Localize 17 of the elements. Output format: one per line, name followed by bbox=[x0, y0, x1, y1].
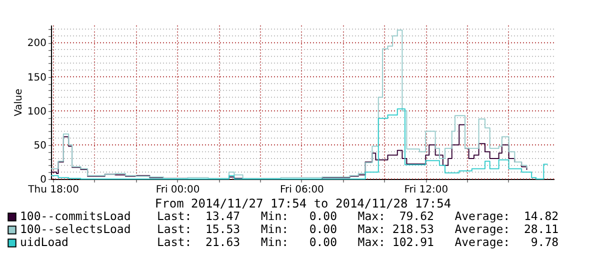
x-tick-label: Fri 06:00 bbox=[280, 184, 324, 196]
x-axis-title: From 2014/11/27 17:54 to 2014/11/28 17:54 bbox=[154, 196, 452, 210]
y-tick-label: 200 bbox=[27, 38, 46, 50]
legend-label: 100--selectsLoad bbox=[20, 222, 131, 236]
text: Last: 13.47 Min: 0.00 Max: 79.62 Average: 14.82 bbox=[157, 209, 559, 223]
text: Last: 15.53 Min: 0.00 Max: 218.53 Average: 28.11 bbox=[157, 222, 559, 236]
legend-label: uidLoad bbox=[20, 235, 68, 249]
y-tick-label: 150 bbox=[27, 72, 46, 84]
x-tick-label: Thu 18:00 bbox=[27, 184, 79, 196]
text: Last: 21.63 Min: 0.00 Max: 102.91 Average: 9.78 bbox=[157, 235, 559, 249]
x-tick-label: Fri 00:00 bbox=[156, 184, 200, 196]
y-axis-title: Value bbox=[13, 88, 24, 116]
y-tick-label: 0 bbox=[40, 174, 46, 186]
legend-label: 100--commitsLoad bbox=[20, 209, 131, 223]
y-tick-label: 100 bbox=[27, 106, 46, 118]
x-tick-label: Fri 12:00 bbox=[404, 184, 448, 196]
y-tick-label: 50 bbox=[34, 140, 46, 152]
